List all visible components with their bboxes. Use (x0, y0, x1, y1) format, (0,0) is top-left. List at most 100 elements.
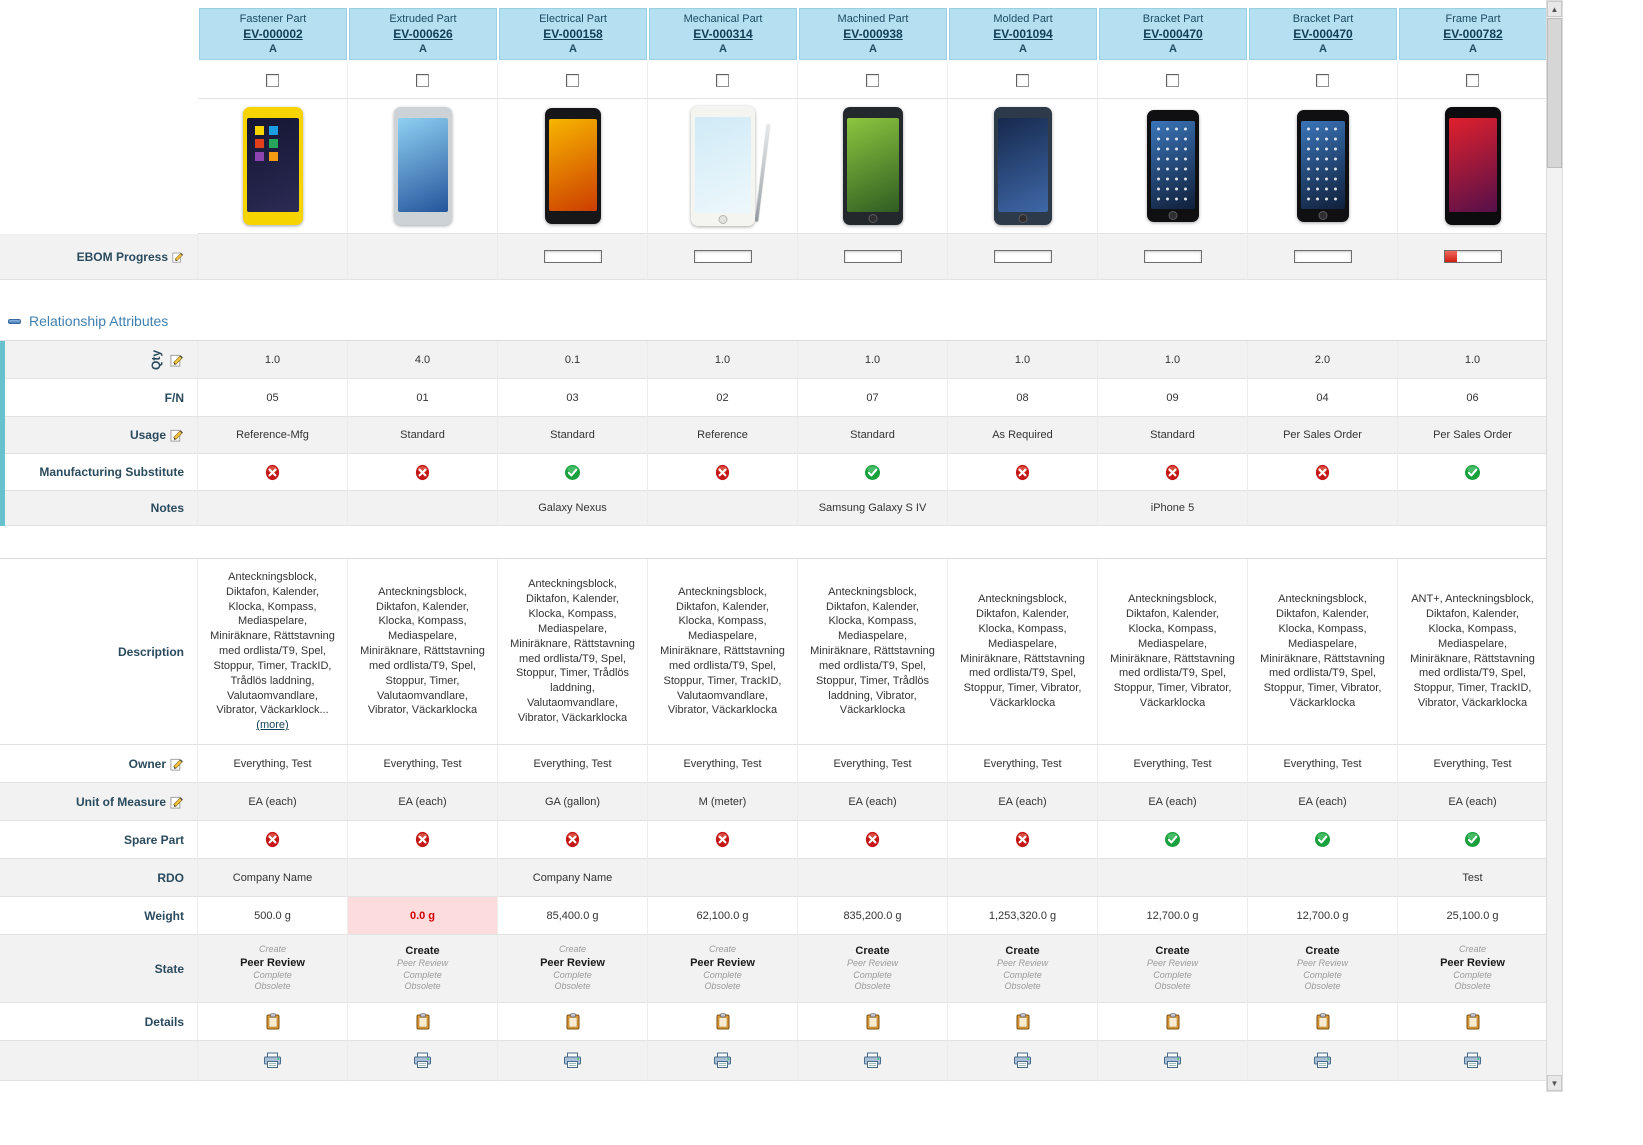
clipboard-icon (266, 1013, 280, 1030)
collapse-minus-icon[interactable] (8, 319, 21, 324)
scroll-down-button[interactable]: ▼ (1547, 1075, 1562, 1091)
part-column-header: Electrical Part EV-000158 A (499, 8, 647, 60)
select-part-checkbox[interactable] (1466, 74, 1479, 87)
print-compare-button[interactable] (1163, 1052, 1182, 1069)
usage-value: Standard (798, 417, 948, 454)
weight-value: 12,700.0 g (1098, 897, 1248, 935)
description-value: Anteckningsblock, Diktafon, Kalender, Kl… (498, 559, 648, 745)
details-value (1248, 1003, 1398, 1041)
part-number-link[interactable]: EV-000314 (693, 27, 752, 41)
fn-value: 07 (798, 379, 948, 417)
edit-pencil-icon[interactable] (170, 757, 184, 771)
print-compare-button[interactable] (263, 1052, 282, 1069)
state-option: Complete (1453, 970, 1492, 982)
select-part-cell (798, 62, 948, 99)
owner-value: Everything, Test (1398, 745, 1548, 783)
print-compare-button[interactable] (1013, 1052, 1032, 1069)
details-button[interactable] (266, 1013, 280, 1030)
product-image-galaxy-note-2-white (691, 106, 755, 226)
edit-pencil-icon[interactable] (170, 795, 184, 809)
description-text: Anteckningsblock, Diktafon, Kalender, Kl… (207, 570, 338, 718)
part-number-link[interactable]: EV-000626 (393, 27, 452, 41)
ebom-progress-cell (348, 234, 498, 280)
select-part-checkbox[interactable] (716, 74, 729, 87)
part-number-link[interactable]: EV-000938 (843, 27, 902, 41)
details-button[interactable] (866, 1013, 880, 1030)
vertical-scrollbar[interactable]: ▲ ▼ (1546, 0, 1563, 1092)
print-compare-button[interactable] (1463, 1052, 1482, 1069)
part-number-link[interactable]: EV-000158 (543, 27, 602, 41)
print-compare-button[interactable] (563, 1052, 582, 1069)
edit-pencil-icon[interactable] (172, 251, 184, 263)
description-text: Anteckningsblock, Diktafon, Kalender, Kl… (1107, 592, 1238, 711)
details-button[interactable] (416, 1013, 430, 1030)
uom-value: GA (gallon) (498, 783, 648, 821)
msub-value (648, 454, 798, 491)
select-part-cell (1248, 62, 1398, 99)
details-button[interactable] (1166, 1013, 1180, 1030)
details-button[interactable] (716, 1013, 730, 1030)
description-more-link[interactable]: (more) (256, 718, 288, 733)
green-check-icon (564, 464, 581, 481)
usage-value: Per Sales Order (1248, 417, 1398, 454)
part-revision: A (869, 43, 877, 55)
select-part-checkbox[interactable] (266, 74, 279, 87)
details-button[interactable] (1316, 1013, 1330, 1030)
part-number-link[interactable]: EV-000782 (1443, 27, 1502, 41)
details-button[interactable] (1466, 1013, 1480, 1030)
select-part-checkbox[interactable] (416, 74, 429, 87)
fn-value: 04 (1248, 379, 1398, 417)
state-option: Obsolete (854, 981, 890, 993)
details-value (1398, 1003, 1548, 1041)
edit-pencil-icon[interactable] (170, 353, 184, 367)
part-column-header: Fastener Part EV-000002 A (199, 8, 347, 60)
description-value: Anteckningsblock, Diktafon, Kalender, Kl… (948, 559, 1098, 745)
stylus-pen (755, 124, 770, 222)
red-x-icon (1164, 464, 1181, 481)
notes-value (198, 491, 348, 526)
clipboard-icon (566, 1013, 580, 1030)
relationship-attributes-grid: Qty1.04.00.11.01.01.01.02.01.0F/N0501030… (0, 340, 1548, 526)
print-compare-button[interactable] (1313, 1052, 1332, 1069)
select-part-checkbox[interactable] (566, 74, 579, 87)
part-column-header: Frame Part EV-000782 A (1399, 8, 1547, 60)
rdo-value: Company Name (198, 859, 348, 897)
weight-value: 25,100.0 g (1398, 897, 1548, 935)
part-type-label: Frame Part (1445, 13, 1500, 25)
msub-value (948, 454, 1098, 491)
fn-value: 05 (198, 379, 348, 417)
part-number-link[interactable]: EV-000002 (243, 27, 302, 41)
details-value (348, 1003, 498, 1041)
print-compare-button[interactable] (713, 1052, 732, 1069)
red-x-icon (414, 464, 431, 481)
uom-value: EA (each) (198, 783, 348, 821)
select-part-checkbox[interactable] (1316, 74, 1329, 87)
scrollbar-thumb[interactable] (1547, 18, 1562, 168)
part-number-link[interactable]: EV-000470 (1143, 27, 1202, 41)
owner-value: Everything, Test (498, 745, 648, 783)
print-value (1098, 1041, 1248, 1081)
owner-value: Everything, Test (348, 745, 498, 783)
product-image-galaxy-s3-blue (994, 107, 1052, 225)
details-button[interactable] (566, 1013, 580, 1030)
details-button[interactable] (1016, 1013, 1030, 1030)
select-part-checkbox[interactable] (1016, 74, 1029, 87)
rdo-value (948, 859, 1098, 897)
qty-value: 1.0 (798, 341, 948, 379)
part-revision: A (569, 43, 577, 55)
part-number-link[interactable]: EV-001094 (993, 27, 1052, 41)
print-compare-button[interactable] (863, 1052, 882, 1069)
print-value (1398, 1041, 1548, 1081)
select-part-checkbox[interactable] (1166, 74, 1179, 87)
scroll-up-button[interactable]: ▲ (1547, 1, 1562, 17)
printer-icon (713, 1052, 732, 1069)
red-x-icon (1014, 831, 1031, 848)
parts-header-grid: Fastener Part EV-000002 AExtruded Part E… (0, 8, 1548, 280)
rdo-value (348, 859, 498, 897)
msub-value (1398, 454, 1548, 491)
printer-icon (563, 1052, 582, 1069)
print-compare-button[interactable] (413, 1052, 432, 1069)
select-part-checkbox[interactable] (866, 74, 879, 87)
part-number-link[interactable]: EV-000470 (1293, 27, 1352, 41)
edit-pencil-icon[interactable] (170, 428, 184, 442)
